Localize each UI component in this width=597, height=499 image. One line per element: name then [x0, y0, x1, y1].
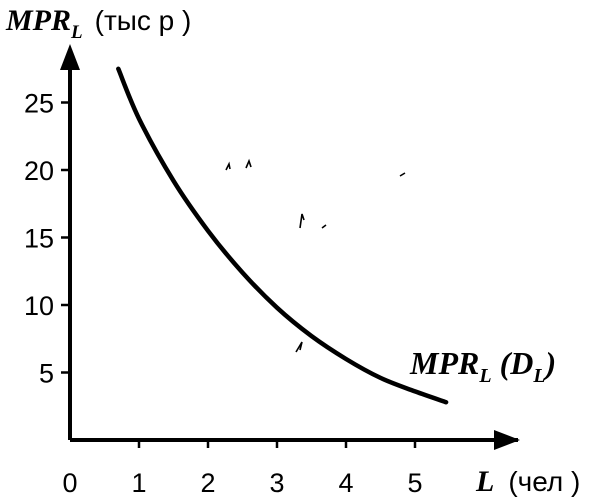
- series-label-main: MPR: [409, 345, 479, 381]
- x-ticks: 0 1 2 3 4 5: [62, 440, 423, 498]
- speck: [399, 172, 406, 177]
- scan-specks: [225, 158, 406, 353]
- speck: [245, 158, 252, 169]
- speck: [295, 341, 303, 353]
- y-tick-label: 10: [24, 291, 54, 321]
- series-label-inner: D: [509, 345, 533, 381]
- series-label: MPRL (DL): [409, 345, 556, 387]
- speck: [299, 213, 305, 229]
- y-tick-label: 20: [24, 156, 54, 186]
- x-axis-title-unit: (чел ): [508, 466, 580, 497]
- series-label-paren-open: (: [500, 345, 513, 381]
- series-label-sub: L: [478, 365, 491, 387]
- x-axis-title: L (чел ): [475, 465, 580, 498]
- y-tick-label: 5: [39, 359, 54, 389]
- x-tick-label: 1: [131, 468, 146, 498]
- x-tick-label: 2: [200, 468, 215, 498]
- series-label-paren-close: ): [543, 345, 557, 381]
- series-group: [116, 66, 449, 405]
- y-axis-title-sub: L: [70, 22, 83, 43]
- y-tick-label: 15: [24, 224, 54, 254]
- y-axis-title-unit: (тыс р ): [95, 5, 192, 36]
- x-tick-label: 4: [338, 468, 353, 498]
- x-axis-title-main: L: [475, 465, 494, 498]
- y-axis-arrow-icon: [60, 44, 80, 70]
- x-tick-label: 0: [62, 468, 77, 498]
- y-tick-label: 25: [24, 89, 54, 119]
- series-label-inner-sub: L: [532, 365, 545, 387]
- demand-curve: [116, 66, 449, 405]
- x-tick-label: 5: [407, 468, 422, 498]
- y-ticks: 5 10 15 20 25: [24, 89, 70, 389]
- y-axis-title-main: MPR: [5, 4, 71, 37]
- x-tick-label: 3: [269, 468, 284, 498]
- speck: [321, 224, 327, 229]
- x-axis-arrow-icon: [494, 430, 520, 450]
- y-axis-title: MPRL (тыс р ): [5, 4, 191, 43]
- speck: [225, 161, 231, 171]
